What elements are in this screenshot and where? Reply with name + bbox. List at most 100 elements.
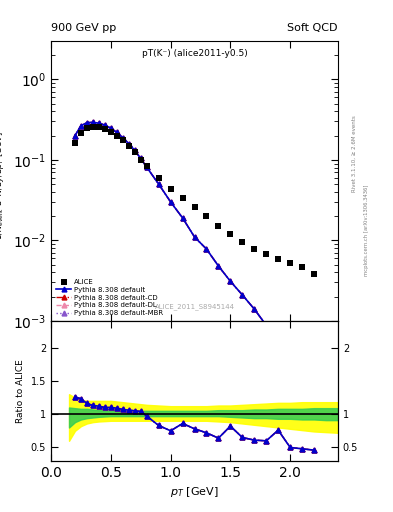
- Line: Pythia 8.308 default-DL: Pythia 8.308 default-DL: [73, 120, 316, 375]
- Pythia 8.308 default-CD: [138, 156, 143, 162]
- Pythia 8.308 default-MBR: [127, 141, 131, 147]
- Pythia 8.308 default-MBR: [168, 199, 173, 205]
- Pythia 8.308 default: [108, 125, 113, 131]
- Pythia 8.308 default-CD: [180, 215, 185, 221]
- Pythia 8.308 default-DL: [228, 278, 233, 284]
- Pythia 8.308 default-MBR: [144, 164, 149, 170]
- Pythia 8.308 default-CD: [228, 278, 233, 284]
- Pythia 8.308 default: [127, 141, 131, 147]
- ALICE: [138, 157, 143, 163]
- Pythia 8.308 default-MBR: [73, 133, 77, 139]
- Pythia 8.308 default-CD: [90, 119, 95, 125]
- Pythia 8.308 default-MBR: [228, 278, 233, 284]
- Pythia 8.308 default: [97, 120, 101, 126]
- ALICE: [252, 246, 257, 252]
- Line: Pythia 8.308 default-MBR: Pythia 8.308 default-MBR: [73, 120, 316, 375]
- Pythia 8.308 default-MBR: [276, 337, 281, 343]
- ALICE: [192, 204, 197, 210]
- Pythia 8.308 default-DL: [216, 263, 221, 269]
- Y-axis label: $1/N_{\rm event}\ d^2N/dy/dp_T\ [{\rm GeV}]^{-1}$: $1/N_{\rm event}\ d^2N/dy/dp_T\ [{\rm Ge…: [0, 122, 7, 240]
- Pythia 8.308 default-CD: [97, 120, 101, 126]
- Pythia 8.308 default-DL: [127, 141, 131, 147]
- Pythia 8.308 default-CD: [240, 292, 245, 298]
- Pythia 8.308 default-DL: [84, 120, 89, 126]
- Pythia 8.308 default: [73, 133, 77, 139]
- Pythia 8.308 default-MBR: [312, 369, 316, 375]
- Pythia 8.308 default-CD: [79, 123, 83, 129]
- Pythia 8.308 default-DL: [114, 130, 119, 136]
- Pythia 8.308 default-DL: [240, 292, 245, 298]
- ALICE: [228, 231, 233, 237]
- Pythia 8.308 default: [228, 278, 233, 284]
- Pythia 8.308 default-MBR: [240, 292, 245, 298]
- Pythia 8.308 default-DL: [276, 337, 281, 343]
- Text: pT(K⁻) (alice2011-y0.5): pT(K⁻) (alice2011-y0.5): [141, 49, 248, 58]
- Pythia 8.308 default: [204, 246, 209, 252]
- Line: ALICE: ALICE: [72, 123, 317, 278]
- Pythia 8.308 default: [138, 156, 143, 162]
- Pythia 8.308 default: [84, 120, 89, 126]
- Pythia 8.308 default-DL: [120, 135, 125, 141]
- Pythia 8.308 default-DL: [312, 369, 316, 375]
- Pythia 8.308 default-DL: [103, 122, 107, 128]
- X-axis label: $p_T\ [{\rm GeV}]$: $p_T\ [{\rm GeV}]$: [170, 485, 219, 499]
- Pythia 8.308 default-CD: [204, 246, 209, 252]
- Pythia 8.308 default-MBR: [156, 181, 161, 187]
- Pythia 8.308 default: [103, 122, 107, 128]
- Pythia 8.308 default: [288, 348, 292, 354]
- Pythia 8.308 default: [90, 119, 95, 125]
- ALICE: [97, 124, 101, 130]
- Pythia 8.308 default-MBR: [103, 122, 107, 128]
- Pythia 8.308 default: [192, 234, 197, 240]
- ALICE: [132, 149, 137, 155]
- ALICE: [108, 129, 113, 135]
- Pythia 8.308 default-DL: [252, 306, 257, 312]
- ALICE: [180, 195, 185, 201]
- Pythia 8.308 default-MBR: [120, 135, 125, 141]
- Pythia 8.308 default-MBR: [108, 125, 113, 131]
- Pythia 8.308 default-MBR: [216, 263, 221, 269]
- Pythia 8.308 default-DL: [180, 215, 185, 221]
- ALICE: [216, 223, 221, 229]
- Line: Pythia 8.308 default: Pythia 8.308 default: [73, 120, 316, 375]
- Pythia 8.308 default-CD: [132, 147, 137, 154]
- Pythia 8.308 default-DL: [79, 123, 83, 129]
- Pythia 8.308 default: [180, 215, 185, 221]
- Pythia 8.308 default-DL: [144, 164, 149, 170]
- Pythia 8.308 default-CD: [276, 337, 281, 343]
- Pythia 8.308 default: [264, 322, 269, 328]
- Pythia 8.308 default-CD: [73, 133, 77, 139]
- Pythia 8.308 default-MBR: [114, 130, 119, 136]
- ALICE: [312, 271, 316, 278]
- Pythia 8.308 default: [144, 164, 149, 170]
- Pythia 8.308 default-DL: [192, 234, 197, 240]
- Pythia 8.308 default: [216, 263, 221, 269]
- Pythia 8.308 default: [156, 181, 161, 187]
- Pythia 8.308 default-CD: [168, 199, 173, 205]
- Pythia 8.308 default-CD: [300, 360, 305, 366]
- Pythia 8.308 default-CD: [252, 306, 257, 312]
- Text: ALICE_2011_S8945144: ALICE_2011_S8945144: [154, 303, 235, 310]
- Pythia 8.308 default: [240, 292, 245, 298]
- Pythia 8.308 default: [252, 306, 257, 312]
- ALICE: [90, 124, 95, 130]
- Pythia 8.308 default-CD: [84, 120, 89, 126]
- Pythia 8.308 default-MBR: [97, 120, 101, 126]
- ALICE: [114, 133, 119, 139]
- Pythia 8.308 default-MBR: [180, 215, 185, 221]
- Pythia 8.308 default-MBR: [79, 123, 83, 129]
- ALICE: [204, 213, 209, 219]
- Pythia 8.308 default-DL: [288, 348, 292, 354]
- ALICE: [300, 264, 305, 270]
- Y-axis label: Ratio to ALICE: Ratio to ALICE: [16, 359, 25, 423]
- ALICE: [288, 260, 292, 266]
- Pythia 8.308 default-CD: [156, 181, 161, 187]
- Pythia 8.308 default-MBR: [132, 147, 137, 154]
- Pythia 8.308 default: [276, 337, 281, 343]
- Pythia 8.308 default-MBR: [138, 156, 143, 162]
- ALICE: [120, 137, 125, 143]
- Pythia 8.308 default-CD: [264, 322, 269, 328]
- ALICE: [168, 185, 173, 191]
- ALICE: [103, 125, 107, 132]
- Pythia 8.308 default: [132, 147, 137, 154]
